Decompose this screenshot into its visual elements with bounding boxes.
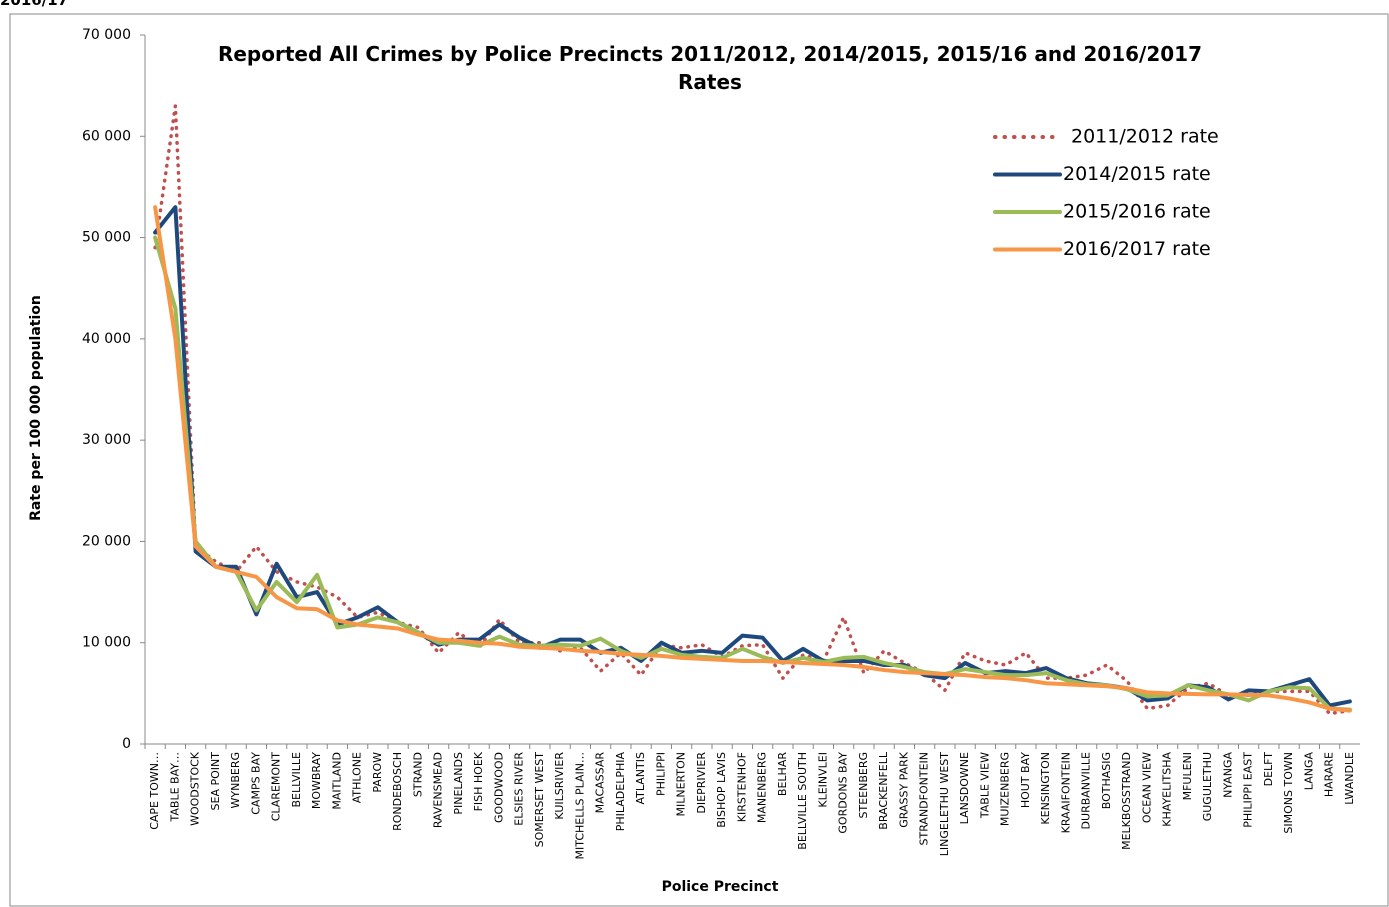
chart-title: Reported All Crimes by Police Precincts …: [217, 42, 1203, 94]
legend-label: 2015/2016 rate: [1063, 201, 1211, 223]
y-tick-label: 0: [122, 736, 131, 752]
x-tick-label: GORDONS BAY: [837, 752, 850, 834]
x-tick-label: DIEPRIVIER: [695, 752, 708, 814]
x-tick-label: MANENBERG: [756, 752, 769, 823]
x-tick-label: KUILSRIVIER: [553, 752, 566, 820]
y-tick-label: 70 000: [82, 27, 131, 43]
x-tick-label: PAROW: [371, 752, 384, 793]
x-tick-label: FISH HOEK: [472, 751, 485, 811]
x-tick-label: LANGA: [1302, 752, 1315, 791]
x-tick-label: ATHLONE: [351, 752, 364, 803]
x-tick-label: SOMERSET WEST: [533, 752, 546, 848]
x-tick-label: HARARE: [1323, 752, 1336, 797]
legend-label: 2011/2012 rate: [1071, 126, 1219, 148]
x-tick-label: TABLE BAY…: [168, 752, 181, 822]
x-tick-label: LINGELETHU WEST: [938, 752, 951, 857]
y-tick-label: 10 000: [82, 635, 131, 651]
y-tick-label: 50 000: [82, 230, 131, 246]
x-tick-label: OCEAN VIEW: [1140, 752, 1153, 823]
y-tick-label: 20 000: [82, 533, 131, 549]
x-tick-label: PHILIPPI EAST: [1242, 752, 1255, 828]
x-tick-label: BELLVILLE: [290, 752, 303, 808]
x-tick-label: DURBANVILLE: [1080, 752, 1093, 829]
chart-border: [9, 13, 1389, 907]
x-tick-label: RONDEBOSCH: [391, 752, 404, 831]
x-tick-label: LWANDLE: [1343, 752, 1356, 805]
header: 2016/17: [0, 0, 69, 9]
x-tick-label: WYNBERG: [229, 752, 242, 809]
x-tick-label: TABLE VIEW: [978, 752, 991, 819]
x-tick-label: BELHAR: [776, 752, 789, 796]
y-tick-label: 40 000: [82, 331, 131, 347]
x-tick-label: STRANDFONTEIN: [918, 752, 931, 845]
x-tick-label: HOUT BAY: [1019, 752, 1032, 808]
x-tick-label: BOTHASIG: [1100, 752, 1113, 809]
x-tick-label: MILNERTON: [675, 752, 688, 817]
x-tick-label: CAMPS BAY: [249, 752, 262, 815]
x-tick-label: STRAND: [411, 752, 424, 797]
x-tick-label: PHILIPPI: [654, 752, 667, 796]
x-tick-label: KLEINVLEI: [816, 752, 829, 808]
x-tick-label: GOODWOOD: [492, 752, 505, 823]
x-tick-label: ELSIES RIVER: [513, 752, 526, 826]
x-tick-label: BRACKENFELL: [877, 751, 890, 830]
x-tick-label: CLAREMONT: [270, 752, 283, 822]
x-tick-label: MUIZENBERG: [999, 752, 1012, 826]
x-tick-label: KRAAIFONTEIN: [1059, 752, 1072, 833]
x-axis-label: Police Precinct: [662, 879, 779, 895]
x-tick-label: MAITLAND: [330, 752, 343, 810]
series-line: [153, 235, 1352, 712]
x-tick-label: KENSINGTON: [1039, 752, 1052, 825]
x-tick-label: PINELANDS: [452, 752, 465, 815]
x-tick-label: LANSDOWNE: [958, 752, 971, 824]
y-axis-label: Rate per 100 000 population: [28, 295, 44, 521]
x-tick-label: KIRSTENHOF: [735, 752, 748, 822]
x-tick-label: MOWBRAY: [310, 752, 323, 809]
y-tick-label: 60 000: [82, 128, 131, 144]
x-tick-label: BISHOP LAVIS: [715, 752, 728, 828]
x-tick-label: NYANGA: [1221, 752, 1234, 798]
legend-label: 2014/2015 rate: [1063, 163, 1211, 185]
x-tick-label: MACASSAR: [594, 752, 607, 814]
x-tick-label: MELKBOSSTRAND: [1120, 752, 1133, 850]
x-tick-label: GRASSY PARK: [897, 751, 910, 828]
x-tick-label: STEENBERG: [857, 752, 870, 819]
series-line: [153, 205, 1352, 713]
x-tick-label: GUGULETHU: [1201, 752, 1214, 821]
x-tick-label: MITCHELLS PLAIN…: [573, 752, 586, 859]
x-tick-label: SIMONS TOWN: [1282, 752, 1295, 834]
x-tick-label: RAVENSMEAD: [432, 752, 445, 828]
x-tick-label: MFULENI: [1181, 752, 1194, 800]
y-tick-label: 30 000: [82, 432, 131, 448]
x-tick-label: WOODSTOCK: [189, 751, 202, 826]
x-tick-label: SEA POINT: [209, 752, 222, 811]
series-line: [153, 205, 1352, 708]
x-tick-label: KHAYELITSHA: [1161, 752, 1174, 827]
series-line: [153, 104, 1352, 716]
x-tick-label: CAPE TOWN…: [148, 752, 161, 830]
x-tick-label: BELLVILLE SOUTH: [796, 752, 809, 850]
x-tick-label: ATLANTIS: [634, 752, 647, 804]
x-tick-label: PHILADELPHIA: [614, 752, 627, 832]
legend-label: 2016/2017 rate: [1063, 238, 1211, 260]
x-tick-label: DELFT: [1262, 752, 1275, 787]
